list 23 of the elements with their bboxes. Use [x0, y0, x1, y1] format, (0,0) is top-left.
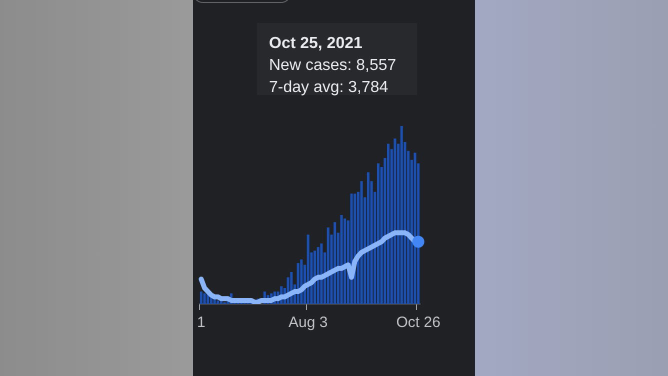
bar [394, 138, 396, 304]
bar [414, 152, 416, 304]
text: New cases: 8,557 [269, 56, 398, 76]
bar [216, 300, 220, 304]
bar [387, 144, 390, 304]
bar [320, 243, 323, 304]
text: 7-day avg: 3,784 [269, 78, 390, 98]
bar [200, 292, 202, 304]
bar [340, 215, 343, 304]
x-tick-label: Aug 3 [288, 314, 328, 332]
bar [326, 227, 330, 304]
text: Oct 25, 2021 [269, 34, 364, 54]
x-tick-label: 1 [197, 314, 206, 332]
bar [360, 181, 363, 304]
bar [400, 126, 403, 304]
bar [366, 172, 370, 304]
bar [306, 234, 310, 304]
x-tick-label: Oct 26 [396, 314, 440, 332]
bar [344, 218, 346, 304]
bar [376, 163, 380, 304]
bar [316, 247, 320, 304]
bar [334, 222, 336, 304]
bar [203, 293, 206, 304]
